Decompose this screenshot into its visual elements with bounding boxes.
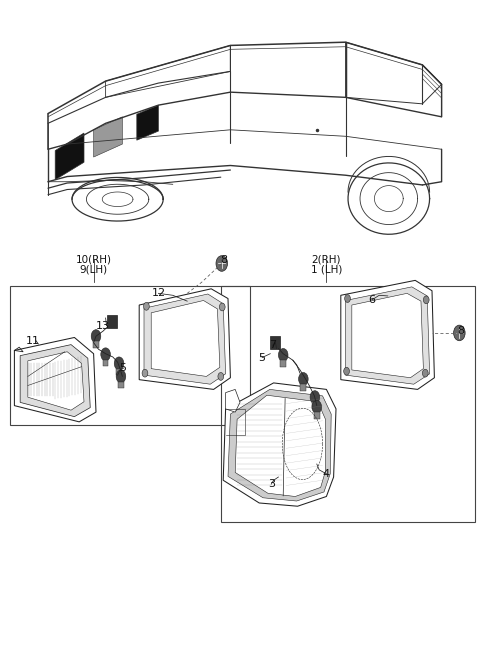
Circle shape bbox=[454, 325, 465, 341]
Polygon shape bbox=[94, 117, 122, 157]
Circle shape bbox=[422, 369, 428, 377]
Polygon shape bbox=[107, 315, 117, 328]
Polygon shape bbox=[223, 383, 336, 506]
Circle shape bbox=[278, 349, 288, 361]
Text: 5: 5 bbox=[259, 352, 265, 363]
Text: 3: 3 bbox=[268, 479, 275, 489]
Text: 9(LH): 9(LH) bbox=[80, 265, 108, 275]
Text: 8: 8 bbox=[457, 326, 464, 336]
Polygon shape bbox=[139, 289, 230, 389]
Circle shape bbox=[299, 373, 308, 386]
Polygon shape bbox=[300, 384, 306, 391]
Polygon shape bbox=[144, 294, 226, 384]
Polygon shape bbox=[352, 293, 423, 378]
Polygon shape bbox=[93, 341, 99, 348]
Polygon shape bbox=[151, 300, 220, 376]
Text: 1 (LH): 1 (LH) bbox=[311, 265, 342, 275]
Bar bbox=[10, 286, 250, 425]
Text: 2(RH): 2(RH) bbox=[312, 254, 341, 265]
Text: 10(RH): 10(RH) bbox=[76, 254, 111, 265]
Text: 11: 11 bbox=[25, 336, 40, 346]
Polygon shape bbox=[270, 336, 280, 349]
Text: 7: 7 bbox=[269, 340, 276, 350]
Circle shape bbox=[423, 296, 429, 304]
Polygon shape bbox=[28, 352, 84, 410]
Polygon shape bbox=[55, 133, 84, 180]
Circle shape bbox=[142, 369, 148, 377]
Polygon shape bbox=[103, 360, 108, 366]
Polygon shape bbox=[280, 360, 286, 367]
Polygon shape bbox=[137, 105, 158, 140]
Polygon shape bbox=[235, 395, 325, 496]
Polygon shape bbox=[20, 345, 90, 417]
Circle shape bbox=[344, 367, 349, 375]
Circle shape bbox=[114, 357, 124, 370]
Circle shape bbox=[219, 303, 225, 311]
Circle shape bbox=[216, 256, 228, 271]
Circle shape bbox=[310, 391, 320, 404]
Circle shape bbox=[312, 400, 322, 413]
Text: 5: 5 bbox=[120, 363, 126, 373]
Polygon shape bbox=[14, 337, 96, 422]
Polygon shape bbox=[314, 412, 320, 419]
Polygon shape bbox=[341, 280, 434, 389]
Bar bbox=[221, 286, 475, 522]
Text: 8: 8 bbox=[221, 254, 228, 265]
Text: 4: 4 bbox=[323, 469, 330, 479]
Circle shape bbox=[91, 330, 101, 343]
Circle shape bbox=[116, 370, 126, 383]
Polygon shape bbox=[116, 369, 122, 375]
Text: 6: 6 bbox=[369, 295, 375, 305]
Circle shape bbox=[218, 373, 224, 380]
Polygon shape bbox=[226, 389, 240, 412]
Circle shape bbox=[345, 295, 350, 302]
Circle shape bbox=[144, 302, 149, 310]
Polygon shape bbox=[312, 402, 318, 409]
Polygon shape bbox=[228, 389, 331, 501]
Text: 12: 12 bbox=[151, 288, 166, 299]
Circle shape bbox=[101, 348, 110, 361]
Polygon shape bbox=[118, 382, 124, 388]
Text: 13: 13 bbox=[96, 321, 110, 331]
Polygon shape bbox=[346, 287, 430, 384]
